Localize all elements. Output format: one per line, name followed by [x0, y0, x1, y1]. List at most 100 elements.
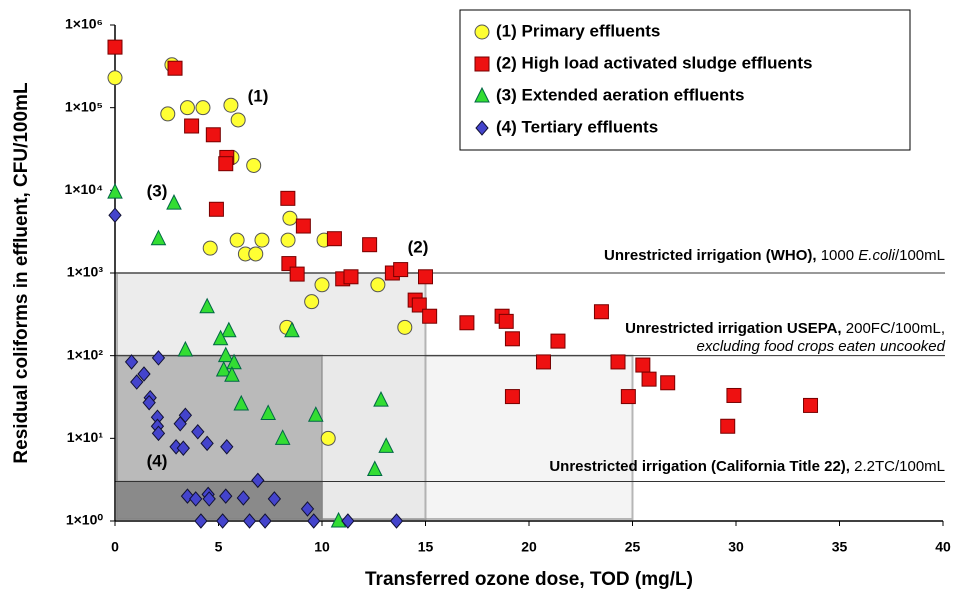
- annotation-part: /100mL: [895, 247, 945, 264]
- annotation-part: Unrestricted irrigation (WHO),: [604, 247, 817, 264]
- annotation-part: 2.2TC/100mL: [850, 458, 945, 475]
- point: [378, 437, 394, 453]
- point: [393, 262, 409, 278]
- point: [236, 490, 250, 506]
- point: [151, 350, 166, 366]
- legend-label: (2) High load activated sludge effluents: [496, 53, 812, 72]
- point: [504, 389, 520, 405]
- point: [326, 231, 342, 247]
- annotation: Unrestricted irrigation USEPA, 200FC/100…: [625, 320, 945, 337]
- point: [166, 194, 182, 210]
- y-tick-label: 1×10¹: [67, 429, 104, 445]
- point: [107, 39, 123, 55]
- point: [726, 387, 742, 403]
- point: [620, 389, 636, 405]
- point: [230, 112, 246, 128]
- point: [177, 340, 194, 357]
- annotation-part: excluding food crops eaten uncooked: [696, 338, 945, 355]
- point: [137, 366, 151, 382]
- point: [167, 60, 183, 76]
- point: [226, 353, 242, 370]
- point: [150, 229, 167, 246]
- point: [593, 304, 609, 320]
- x-tick-label: 20: [521, 539, 537, 555]
- y-axis-title: Residual coliforms in effluent, CFU/100m…: [11, 82, 32, 464]
- legend-label: (4) Tertiary effluents: [496, 117, 658, 136]
- point: [194, 513, 208, 529]
- point: [720, 418, 736, 434]
- legend-label: (3) Extended aeration effluents: [496, 85, 744, 104]
- annotation: Unrestricted irrigation (California Titl…: [549, 458, 945, 475]
- point: [397, 319, 413, 335]
- point: [199, 297, 215, 314]
- y-tick-label: 1×10⁶: [65, 16, 103, 32]
- point: [202, 240, 218, 256]
- group-label: (2): [408, 237, 429, 256]
- point: [258, 513, 272, 529]
- point: [212, 329, 229, 346]
- point: [307, 406, 324, 422]
- point: [254, 232, 270, 248]
- point: [366, 460, 383, 476]
- x-tick-label: 30: [728, 539, 744, 555]
- point: [205, 127, 221, 143]
- point: [411, 297, 427, 313]
- legend-label: (1) Primary effluents: [496, 21, 660, 40]
- point: [422, 308, 438, 324]
- point: [535, 354, 551, 370]
- point: [504, 331, 520, 347]
- point: [218, 156, 234, 172]
- point: [217, 346, 234, 363]
- point: [389, 513, 404, 529]
- legend-box: [459, 9, 911, 151]
- x-tick-label: 15: [418, 539, 434, 555]
- point: [314, 277, 330, 293]
- x-tick-label: 0: [111, 539, 119, 555]
- point: [418, 269, 433, 285]
- annotation-part: Unrestricted irrigation (California Titl…: [549, 458, 850, 475]
- point: [341, 513, 355, 529]
- point: [200, 435, 214, 452]
- point: [195, 100, 211, 116]
- point: [202, 491, 216, 507]
- annotation-part: 1000: [817, 247, 859, 264]
- x-tick-label: 10: [314, 539, 330, 555]
- point: [233, 394, 250, 411]
- point: [130, 374, 144, 390]
- x-tick-label: 25: [625, 539, 641, 555]
- x-tick-label: 5: [215, 539, 223, 555]
- point: [550, 333, 566, 349]
- point: [223, 97, 239, 113]
- point: [641, 371, 657, 387]
- point: [151, 425, 166, 442]
- group-label: (1): [248, 86, 269, 105]
- point: [160, 106, 176, 122]
- point: [370, 277, 386, 293]
- annotation-part: E.coli: [858, 247, 895, 264]
- legend-marker: [474, 56, 490, 72]
- point: [246, 157, 262, 173]
- point: [248, 246, 264, 262]
- legend-marker: [474, 24, 490, 40]
- point: [215, 513, 230, 529]
- point: [282, 210, 298, 226]
- point: [304, 294, 320, 310]
- point: [229, 232, 245, 248]
- y-tick-label: 1×10⁴: [65, 181, 104, 197]
- point: [224, 366, 240, 382]
- point: [307, 513, 321, 529]
- point: [274, 429, 291, 445]
- point: [208, 201, 224, 217]
- x-tick-label: 35: [832, 539, 848, 555]
- point: [221, 321, 237, 338]
- point: [242, 513, 257, 529]
- x-tick-label: 40: [935, 539, 951, 555]
- point: [610, 354, 626, 370]
- point: [173, 416, 187, 432]
- point: [184, 118, 200, 134]
- point: [219, 488, 233, 504]
- point: [373, 390, 389, 407]
- annotation-part: 200FC/100mL,: [842, 320, 945, 337]
- point: [660, 375, 676, 391]
- point: [107, 70, 123, 86]
